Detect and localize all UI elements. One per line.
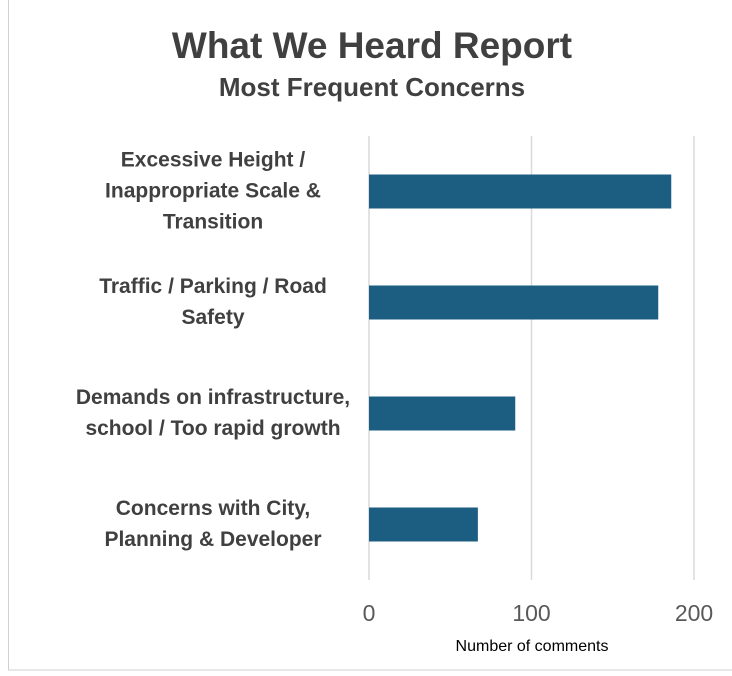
x-axis-label: Number of comments <box>456 638 609 655</box>
y-tick-label: Traffic / Parking / Road Safety <box>99 275 327 329</box>
chart-subtitle: Most Frequent Concerns <box>219 72 525 102</box>
x-tick-label: 0 <box>363 600 376 626</box>
bar <box>369 396 516 431</box>
y-tick-label: Concerns with City, Planning & Developer <box>104 497 321 551</box>
bar <box>369 507 478 542</box>
bar <box>369 285 659 320</box>
x-tick-label: 200 <box>675 600 713 626</box>
chart-title: What We Heard Report <box>172 25 572 66</box>
x-tick-label: 100 <box>512 600 550 626</box>
y-tick-label: Demands on infrastructure, school / Too r… <box>76 386 350 440</box>
bar <box>369 174 672 209</box>
frame <box>8 0 732 671</box>
y-tick-label: Excessive Height / Inappropriate Scale & T… <box>105 148 321 233</box>
